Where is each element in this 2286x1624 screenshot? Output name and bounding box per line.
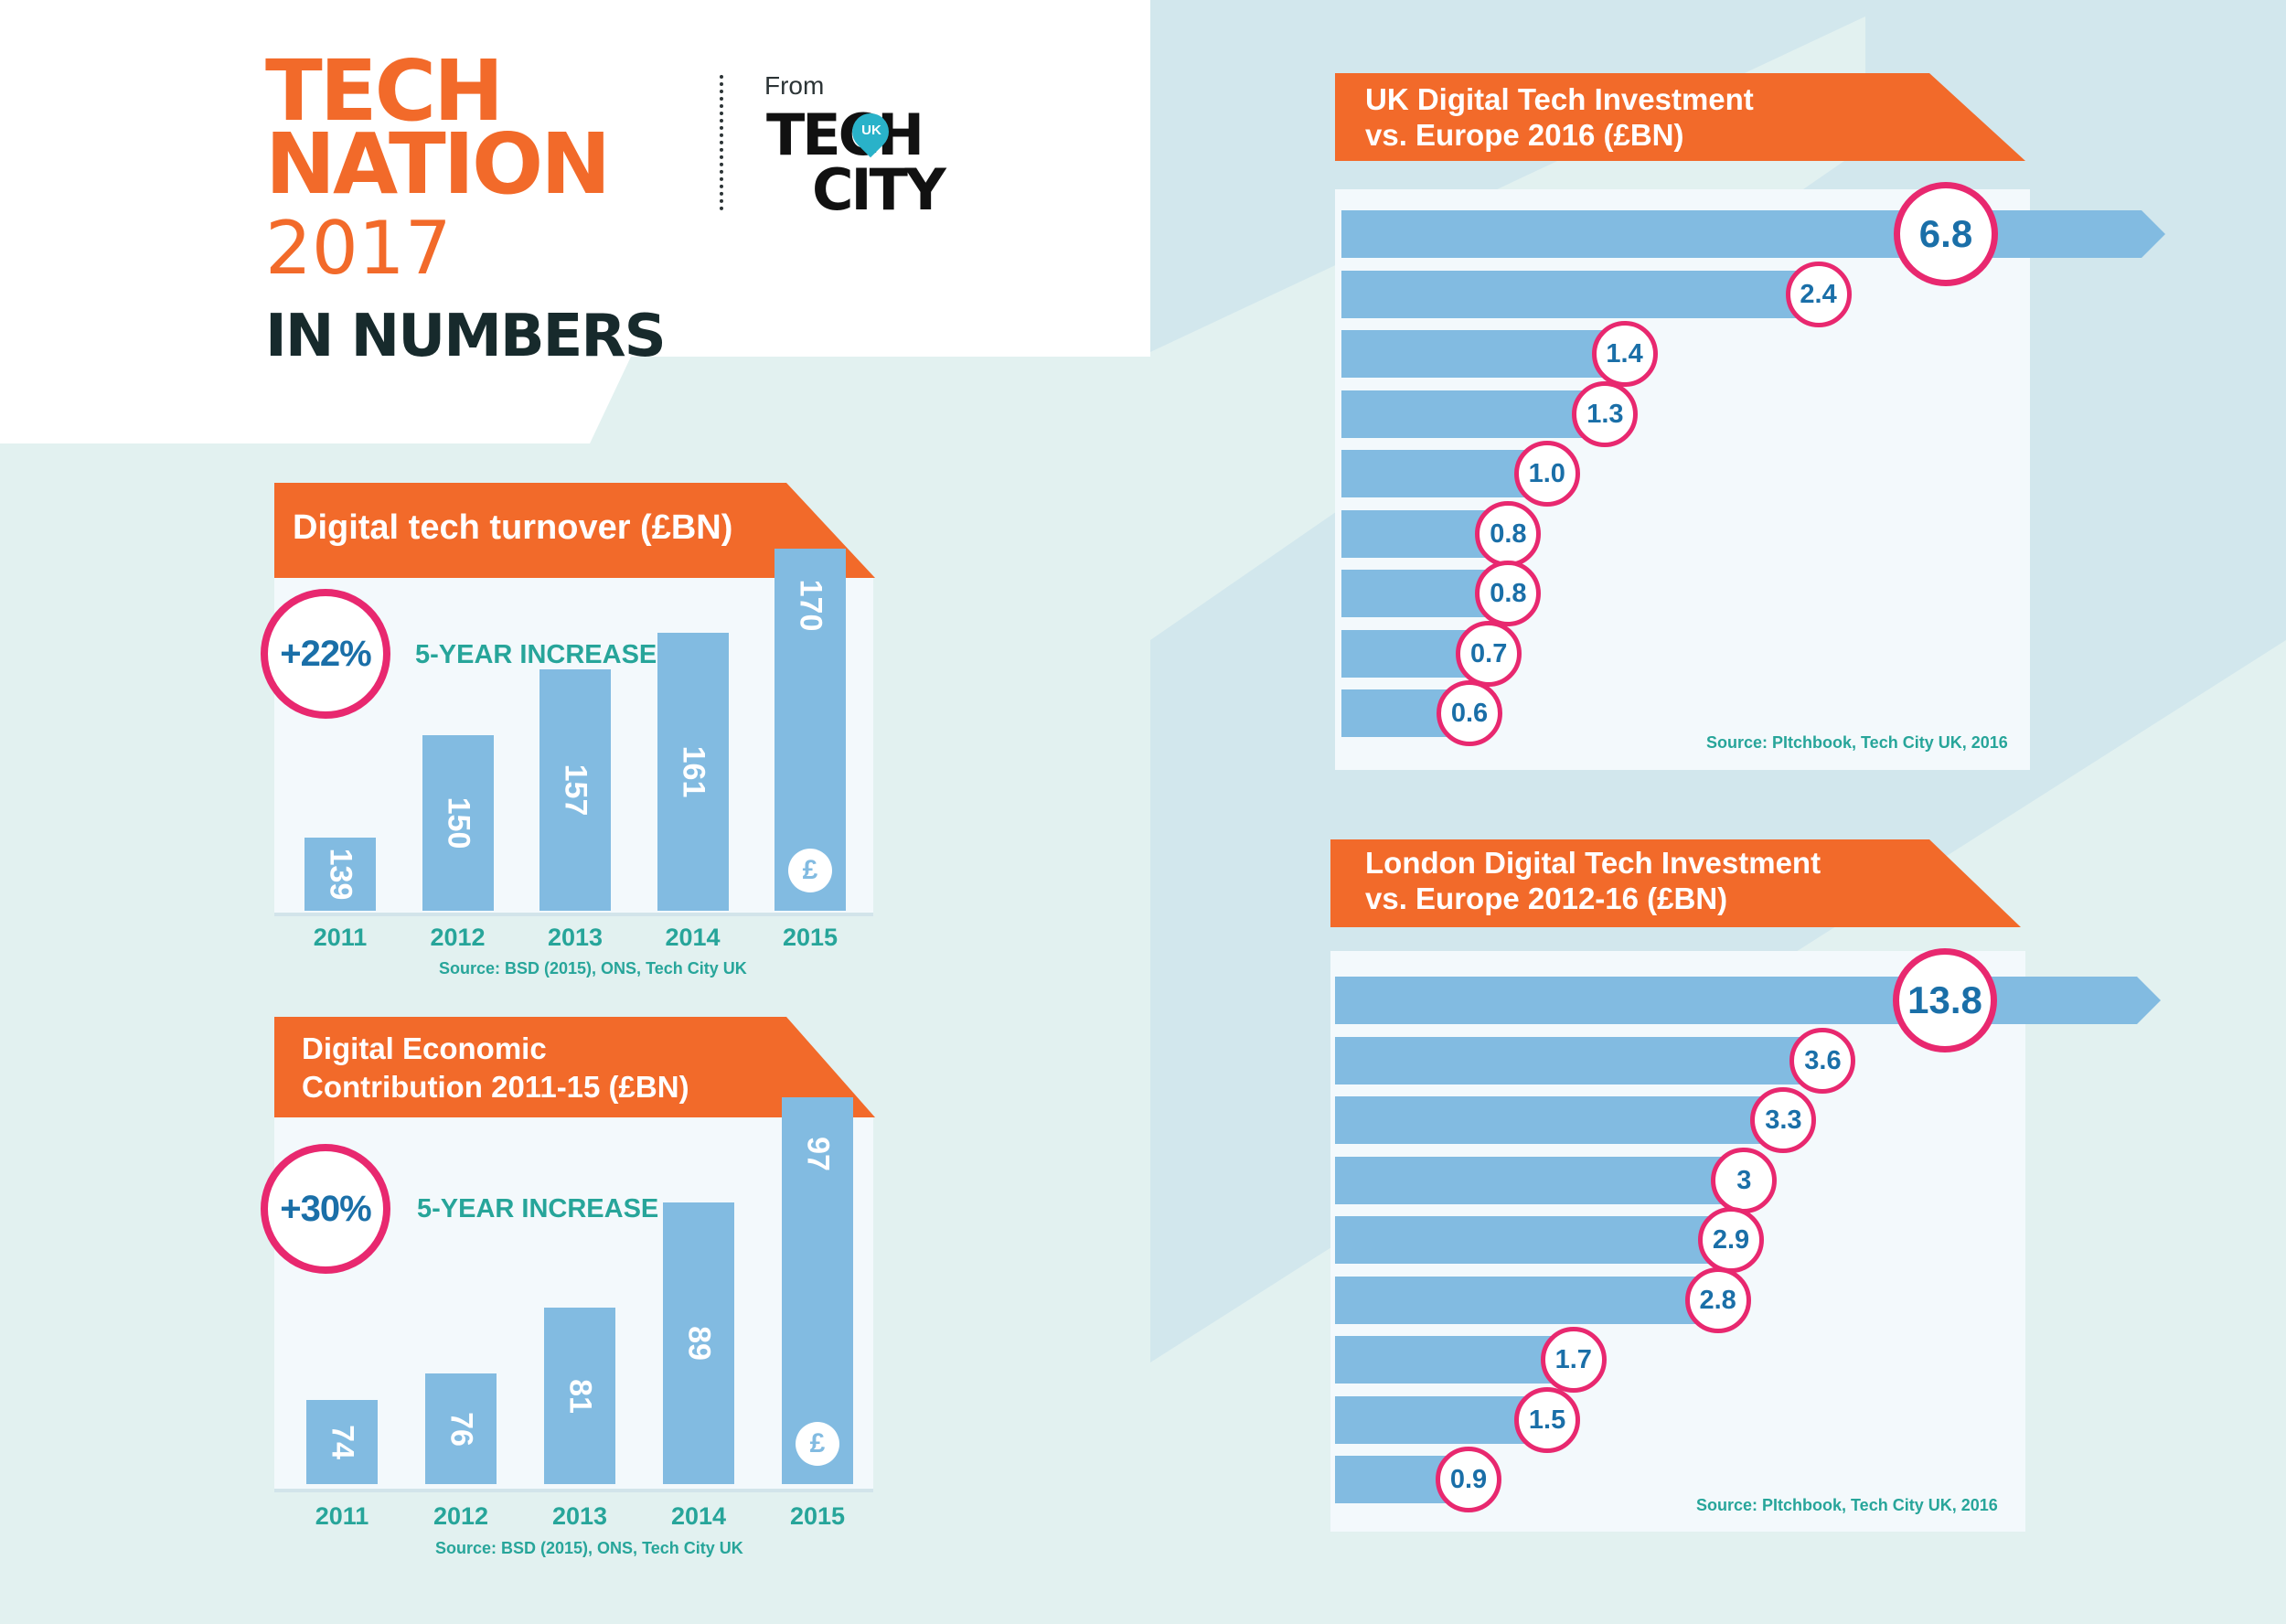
bar-value-label: 139 [323,848,358,901]
tech-city-logo: TECH CITY [766,102,946,223]
bar [544,1308,615,1484]
bar-value-label: 74 [325,1425,360,1459]
bar [657,632,729,911]
bar-value-badge: 0.8 [1475,500,1542,567]
bar-value-badge: 6.8 [1894,182,1998,286]
bar [425,1373,497,1484]
bar [782,1096,853,1484]
bar-value-badge: 0.6 [1437,680,1502,746]
bar [663,1202,734,1484]
bar [1335,1395,1548,1444]
bar-value-badge: 0.8 [1475,561,1542,626]
bar-value-badge: 2.8 [1684,1266,1751,1333]
tech-nation-logo: TECH NATION 2017 IN NUMBERS [265,42,704,380]
bar [1335,1336,1574,1384]
x-tick-label: 2011 [313,924,368,951]
bar-value-badge: 0.7 [1456,620,1522,687]
bar [1341,270,1819,318]
bar-value-badge: 1.0 [1513,441,1580,507]
banner-shapes [274,73,2025,1117]
x-tick-label: 2012 [430,924,486,951]
partner-pin-label: UK [861,123,881,138]
bar-value-label: 170 [793,579,828,632]
header-divider [720,75,723,210]
bar [1335,1276,1718,1324]
bar [1335,1096,1784,1144]
x-tick-label: 2014 [670,1502,727,1530]
turnover-title: Digital tech turnover (£BN) [293,508,733,547]
brand-year: 2017 [265,206,452,291]
from-label: From [764,71,825,100]
bar-arrow-tip [2137,977,2161,1024]
bar-value-label: 76 [443,1411,479,1447]
uk-investment-title-line1: UK Digital Tech Investment [1365,82,1754,116]
x-tick-label: 2014 [665,924,721,951]
london-investment-title-line2: vs. Europe 2012-16 (£BN) [1365,881,1728,915]
bar-value-badge: 3.3 [1750,1087,1817,1153]
contribution-title-line2: Contribution 2011-15 (£BN) [302,1070,689,1104]
contribution-increase-badge: +30% [261,1144,390,1274]
x-tick-label: 2015 [782,924,839,951]
bar [1335,1216,1731,1264]
bar-value-badge: 2.4 [1785,261,1852,327]
bar [422,734,494,911]
bar-value-badge: 3.6 [1789,1027,1856,1094]
x-tick-label: 2015 [789,1502,846,1530]
bar-value-label: 157 [558,764,593,817]
bar [1341,330,1625,378]
turnover-source: Source: BSD (2015), ONS, Tech City UK [439,959,747,978]
bar-value-badge: 2.9 [1698,1207,1764,1273]
bar-value-label: 161 [676,745,710,798]
bar-arrow-tip [2142,210,2165,258]
uk-investment-title-line2: vs. Europe 2016 (£BN) [1365,118,1684,152]
bar [1335,1156,1745,1204]
money-bag-icon: £ [796,1422,839,1466]
turnover-increase-label: 5-YEAR INCREASE [415,640,657,669]
bar [1335,977,2137,1024]
bar-value-badge: 1.7 [1540,1327,1607,1393]
page-subtitle: IN NUMBERS [265,303,667,370]
london-investment-title-line1: London Digital Tech Investment [1365,846,1821,880]
contribution-source: Source: BSD (2015), ONS, Tech City UK [435,1539,743,1557]
bar-value-label: 89 [681,1326,717,1361]
contribution-increase-label: 5-YEAR INCREASE [417,1194,659,1223]
bar [1341,390,1606,438]
bar-value-badge: 13.8 [1893,948,1997,1052]
bar-value-badge: 1.5 [1514,1386,1581,1453]
bar [1341,450,1547,497]
money-bag-icon: £ [788,849,832,892]
partner-line2: CITY [812,156,946,223]
brand-title-line2: NATION [265,115,611,213]
brand-title-line1: TECH [265,42,504,140]
bar [306,1400,378,1484]
bar-value-badge: 1.4 [1591,321,1658,387]
bar-value-badge: 1.3 [1572,380,1639,447]
x-tick-label: 2012 [433,1502,489,1530]
contribution-title-line1: Digital Economic [302,1031,547,1065]
bar [1335,1036,1823,1084]
bar-value-label: 97 [800,1136,836,1171]
bar [539,669,611,911]
x-tick-label: 2011 [315,1502,369,1530]
london-investment-source: Source: PItchbook, Tech City UK, 2016 [1696,1496,1998,1514]
turnover-increase-badge: +22% [261,589,390,719]
bar [1341,210,2142,258]
bar-value-badge: 0.9 [1436,1447,1501,1512]
uk-investment-source: Source: PItchbook, Tech City UK, 2016 [1706,733,2008,752]
bar-value-label: 81 [562,1378,598,1414]
x-tick-label: 2013 [547,924,604,951]
bar-value-badge: 3 [1711,1147,1778,1213]
bar [304,838,376,911]
partner-line1: TECH [766,102,924,168]
bar-value-label: 150 [441,796,475,849]
x-tick-label: 2013 [551,1502,608,1530]
